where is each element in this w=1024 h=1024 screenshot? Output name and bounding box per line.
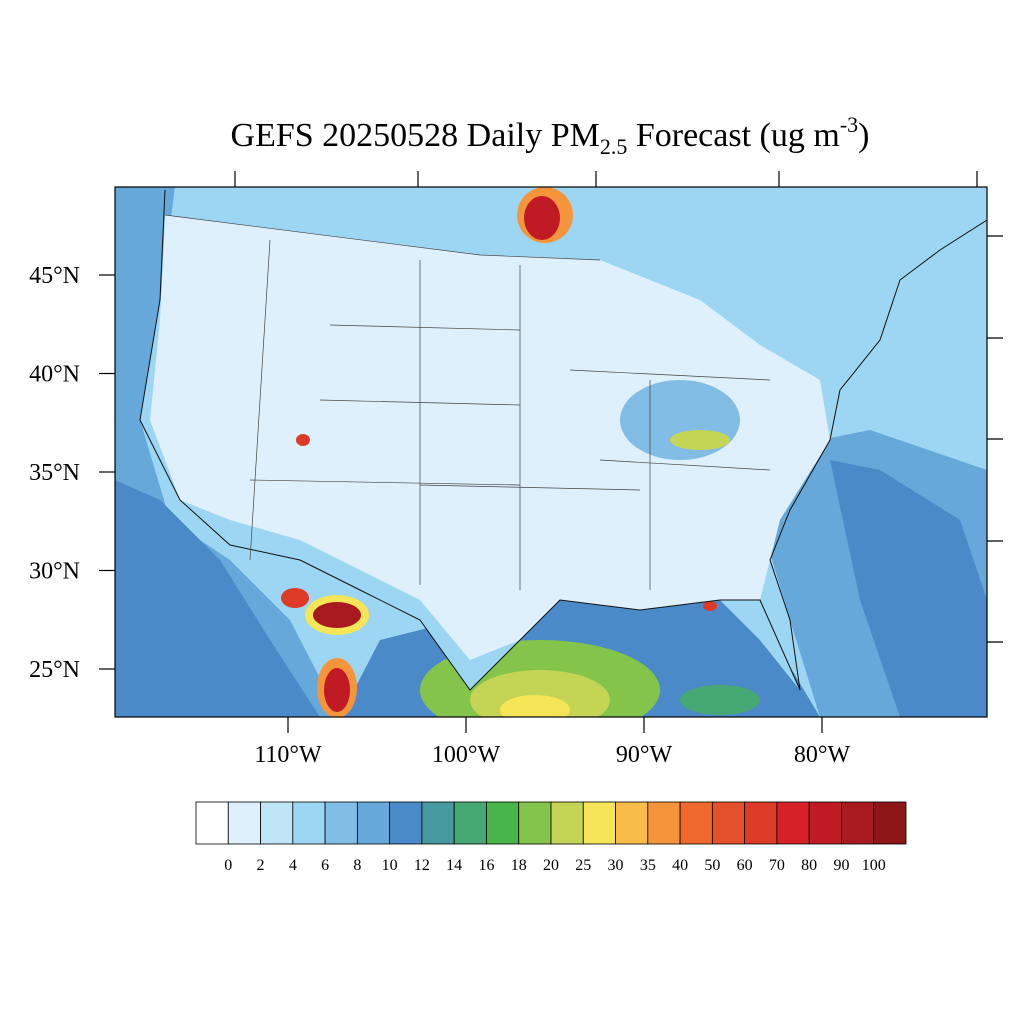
colorbar-label: 30 — [608, 857, 624, 874]
title-part: GEFS 20250528 Daily PM — [231, 117, 600, 154]
colorbar-box — [582, 801, 616, 845]
colorbar-label: 6 — [321, 857, 329, 874]
colorbar-label: 40 — [672, 857, 688, 874]
lon-label: 80°W — [794, 742, 851, 768]
colorbar-label: 14 — [446, 857, 462, 874]
colorbar-label: 4 — [289, 857, 297, 874]
colorbar-label: 16 — [478, 857, 494, 874]
colorbar-label: 2 — [257, 857, 265, 874]
title-part: Forecast (ug m — [627, 117, 839, 154]
title-subscript: 2.5 — [600, 134, 628, 159]
lat-label: 35°N — [29, 460, 80, 486]
colorbar-label: 10 — [382, 857, 398, 874]
colorbar-box — [260, 801, 294, 845]
colorbar-box — [873, 801, 907, 845]
lon-label: 100°W — [432, 742, 501, 768]
map-field — [115, 187, 987, 717]
frame-ticks — [234, 171, 1003, 643]
lat-label: 30°N — [29, 559, 80, 585]
lon-label: 90°W — [616, 742, 673, 768]
colorbar-box — [841, 801, 875, 845]
colorbar-box — [550, 801, 584, 845]
colorbar-label: 60 — [737, 857, 753, 874]
colorbar-label: 70 — [769, 857, 785, 874]
lat-label: 40°N — [29, 362, 80, 388]
lat-label: 45°N — [29, 263, 80, 289]
title: GEFS 20250528 Daily PM2.5 Forecast (ug m… — [231, 112, 870, 159]
map-frame — [114, 186, 988, 718]
colorbar-box — [421, 801, 455, 845]
colorbar-box — [324, 801, 358, 845]
colorbar-label: 12 — [414, 857, 430, 874]
colorbar-box — [808, 801, 842, 845]
colorbar-box — [292, 801, 326, 845]
colorbar-box — [679, 801, 713, 845]
colorbar-box — [776, 801, 810, 845]
colorbar-box — [486, 801, 520, 845]
colorbar-label: 20 — [543, 857, 559, 874]
colorbar-box — [356, 801, 391, 845]
lon-label: 110°W — [254, 742, 322, 768]
colorbar-label: 0 — [224, 857, 232, 874]
colorbar-label: 8 — [353, 857, 361, 874]
colorbar-box — [518, 801, 552, 845]
colorbar-box — [195, 801, 229, 845]
lat-label: 25°N — [29, 657, 80, 683]
colorbar-label: 100 — [862, 857, 886, 874]
colorbar-label: 18 — [511, 857, 527, 874]
colorbar-box — [711, 801, 746, 845]
colorbar-label: 90 — [833, 857, 849, 874]
colorbar-box — [389, 801, 423, 845]
colorbar-label: 25 — [575, 857, 591, 874]
colorbar-box — [227, 801, 261, 845]
colorbar-box — [647, 801, 681, 845]
colorbar-label: 80 — [801, 857, 817, 874]
colorbar-box — [615, 801, 649, 845]
title-part: ) — [858, 117, 869, 154]
colorbar-label: 50 — [704, 857, 720, 874]
colorbar-label: 35 — [640, 857, 656, 874]
title-superscript: -3 — [840, 112, 858, 137]
colorbar-box — [453, 801, 487, 845]
colorbar-box — [744, 801, 778, 845]
